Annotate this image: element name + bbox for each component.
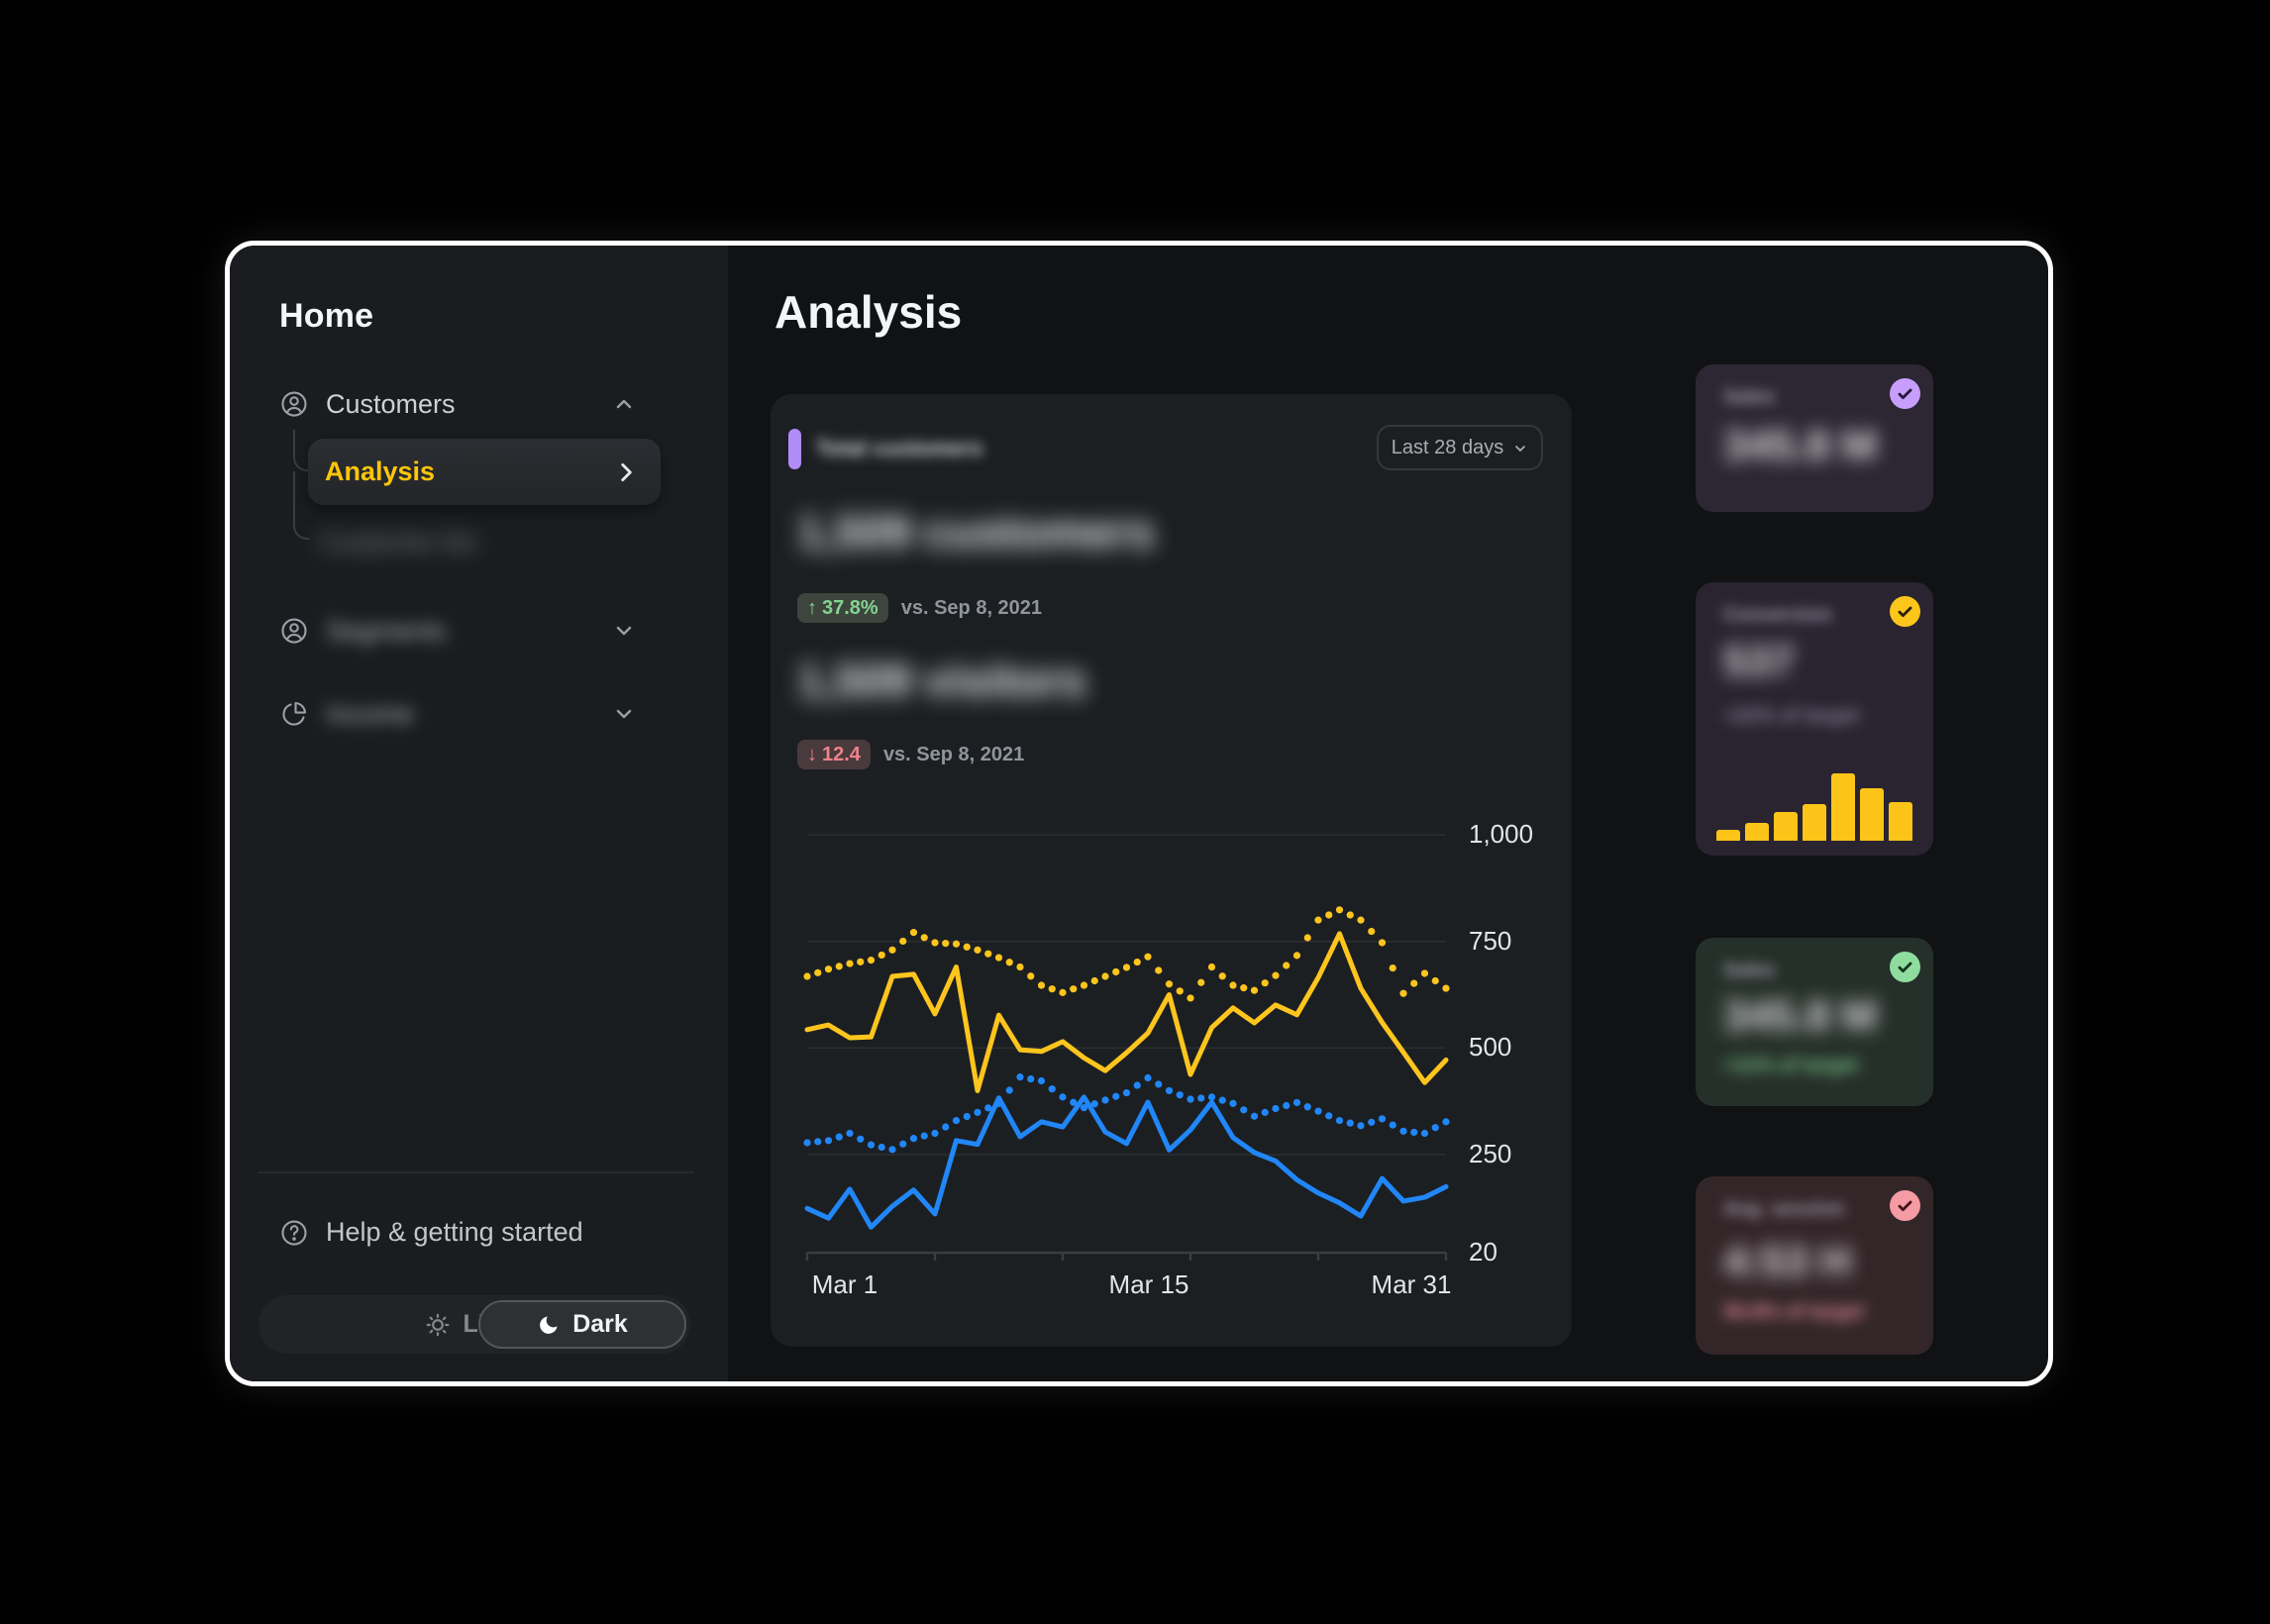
mini-bar [1774, 812, 1798, 841]
x-axis-tick-label: Mar 15 [1108, 1269, 1189, 1299]
compare-text: vs. Sep 8, 2021 [882, 743, 1025, 765]
sidebar-item-label: Segments [326, 615, 447, 646]
kpi-value: 345.8 M [1723, 992, 1878, 1040]
sun-icon [425, 1312, 451, 1338]
help-label: Help & getting started [326, 1217, 583, 1247]
check-circle-icon [1890, 1190, 1920, 1221]
mini-bar [1745, 823, 1769, 841]
metric-customers-value: 1,509 customers [797, 506, 1155, 558]
app-window: Home Customers Analysis [225, 241, 2053, 1386]
kpi-card-conversion[interactable]: Conversion 537 +22% of target [1696, 582, 1933, 856]
date-range-value: Last 28 days [1391, 436, 1504, 458]
chevron-down-icon [1512, 440, 1528, 456]
metric-visitors-compare-row: ↓ 12.4 vs. Sep 8, 2021 [797, 740, 1024, 769]
mini-bar [1803, 804, 1826, 841]
kpi-card-avg-session[interactable]: Avg. session 4:53 H 56.8% of target [1696, 1176, 1933, 1355]
mini-bar-chart [1716, 773, 1912, 841]
sidebar-item-label: Analysis [325, 457, 436, 486]
mini-bar [1889, 802, 1912, 841]
kpi-target: 56.8% of target [1723, 1301, 1865, 1323]
sidebar-item-blurred[interactable]: Customer list [320, 527, 476, 557]
mini-bar [1860, 788, 1884, 841]
y-axis-tick-label: 1,000 [1469, 819, 1534, 849]
kpi-card-sales[interactable]: Sales 345.8 M [1696, 364, 1933, 512]
user-circle-icon [279, 389, 309, 419]
y-axis-tick-label: 750 [1469, 925, 1512, 956]
x-axis-tick-label: Mar 31 [1371, 1269, 1452, 1299]
help-circle-icon [279, 1218, 309, 1248]
mini-bar [1831, 773, 1855, 841]
y-axis-tick-label: 20 [1469, 1237, 1497, 1268]
arrow-up-icon: ↑ [807, 596, 817, 619]
kpi-value: 4:53 H [1723, 1238, 1852, 1285]
sidebar-item-label: Income [326, 698, 414, 729]
kpi-label: Sales [1723, 386, 1776, 408]
sidebar-item-blurred[interactable]: Segments [279, 610, 675, 652]
theme-option-dark-selected[interactable]: Dark [478, 1300, 686, 1349]
sidebar-item-label: Customers [326, 388, 456, 419]
trend-badge-down: ↓ 12.4 [797, 740, 871, 769]
kpi-target: +22% of target [1723, 705, 1860, 727]
kpi-value: 345.8 M [1723, 422, 1878, 469]
moon-icon [537, 1313, 561, 1337]
compare-text: vs. Sep 8, 2021 [900, 596, 1043, 619]
legend-swatch [788, 429, 801, 469]
arrow-down-icon: ↓ [807, 743, 817, 765]
line-chart [803, 834, 1450, 1262]
date-range-dropdown[interactable]: Last 28 days [1377, 425, 1543, 470]
theme-toggle: Light Dark [258, 1295, 690, 1354]
sidebar-item-customers[interactable]: Customers [279, 383, 675, 425]
x-axis-tick-label: Mar 1 [811, 1269, 878, 1299]
sidebar-divider [258, 1171, 693, 1173]
chevron-down-icon [612, 702, 636, 726]
tree-guide [293, 471, 309, 540]
help-link[interactable]: Help & getting started [279, 1217, 583, 1248]
metric-customers-compare-row: ↑ 37.8% vs. Sep 8, 2021 [797, 593, 1042, 623]
chevron-right-icon [613, 459, 639, 485]
mini-bar [1716, 830, 1740, 841]
check-circle-icon [1890, 952, 1920, 982]
analytics-card: Total customers Last 28 days 1,509 custo… [771, 394, 1572, 1347]
sidebar-item-analysis-active[interactable]: Analysis [308, 439, 661, 505]
sidebar: Home Customers Analysis [230, 246, 728, 1381]
tree-guide [293, 430, 309, 471]
kpi-card-sales-target[interactable]: Sales 345.8 M +11% of target [1696, 938, 1933, 1106]
sidebar-title: Home [279, 297, 374, 335]
kpi-label: Conversion [1723, 604, 1833, 626]
check-circle-icon [1890, 596, 1920, 627]
legend-label: Total customers [816, 436, 983, 460]
chevron-down-icon [612, 619, 636, 643]
kpi-value: 537 [1723, 638, 1795, 685]
y-axis-tick-label: 500 [1469, 1032, 1512, 1063]
kpi-label: Sales [1723, 960, 1776, 981]
theme-dark-label: Dark [572, 1310, 628, 1338]
check-circle-icon [1890, 378, 1920, 409]
user-circle-icon [279, 616, 309, 646]
page-title: Analysis [774, 286, 963, 338]
y-axis-tick-label: 250 [1469, 1139, 1512, 1169]
sidebar-item-blurred[interactable]: Income [279, 693, 675, 735]
pie-chart-icon [279, 699, 309, 729]
chevron-up-icon [612, 392, 636, 416]
metric-visitors-value: 1,509 visitors [797, 655, 1086, 706]
kpi-label: Avg. session [1723, 1198, 1845, 1220]
trend-badge-up: ↑ 37.8% [797, 593, 888, 623]
kpi-target: +11% of target [1723, 1055, 1859, 1076]
